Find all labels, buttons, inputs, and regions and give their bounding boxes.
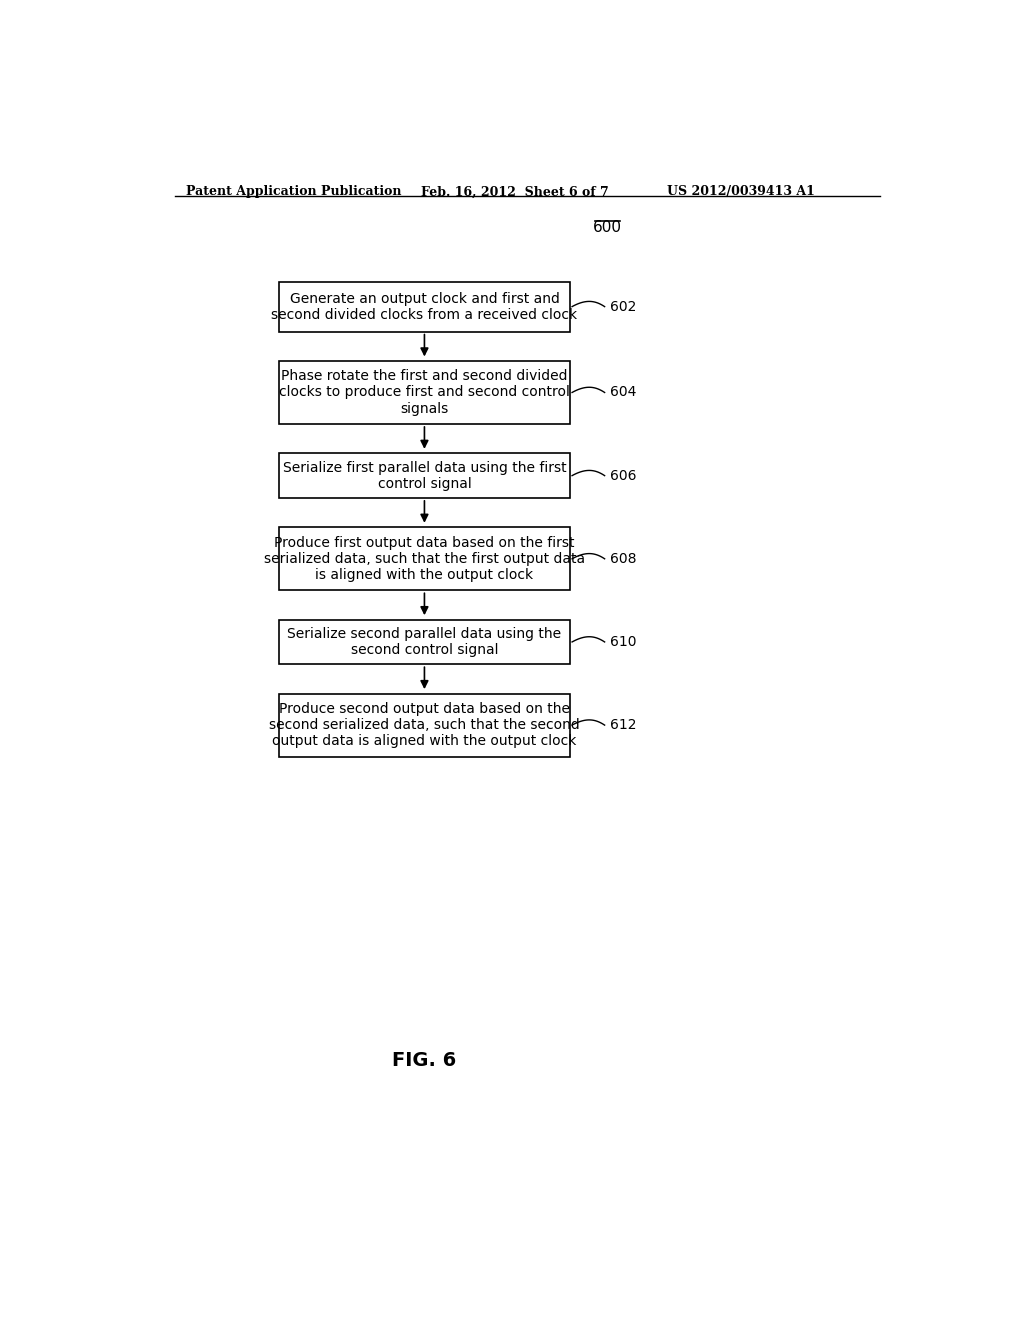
Text: Feb. 16, 2012  Sheet 6 of 7: Feb. 16, 2012 Sheet 6 of 7 [421, 185, 608, 198]
Bar [280, 693, 569, 756]
Text: US 2012/0039413 A1: US 2012/0039413 A1 [667, 185, 814, 198]
Text: 608: 608 [610, 552, 637, 566]
Text: Serialize first parallel data using the first
control signal: Serialize first parallel data using the … [283, 461, 566, 491]
Bar [280, 360, 569, 424]
Bar [280, 453, 569, 498]
Text: Generate an output clock and first and
second divided clocks from a received clo: Generate an output clock and first and s… [271, 292, 578, 322]
Bar [280, 619, 569, 664]
Text: 606: 606 [610, 469, 637, 483]
Text: Produce first output data based on the first
serialized data, such that the firs: Produce first output data based on the f… [264, 536, 585, 582]
Text: Phase rotate the first and second divided
clocks to produce first and second con: Phase rotate the first and second divide… [279, 370, 570, 416]
Text: 612: 612 [610, 718, 637, 733]
Text: 604: 604 [610, 385, 637, 400]
Text: 610: 610 [610, 635, 637, 649]
Text: Serialize second parallel data using the
second control signal: Serialize second parallel data using the… [288, 627, 561, 657]
Bar [280, 527, 569, 590]
Text: Produce second output data based on the
second serialized data, such that the se: Produce second output data based on the … [269, 702, 580, 748]
Bar [280, 281, 569, 331]
Text: 600: 600 [593, 220, 622, 235]
Text: Patent Application Publication: Patent Application Publication [186, 185, 401, 198]
Text: FIG. 6: FIG. 6 [392, 1051, 457, 1071]
Text: 602: 602 [610, 300, 637, 314]
